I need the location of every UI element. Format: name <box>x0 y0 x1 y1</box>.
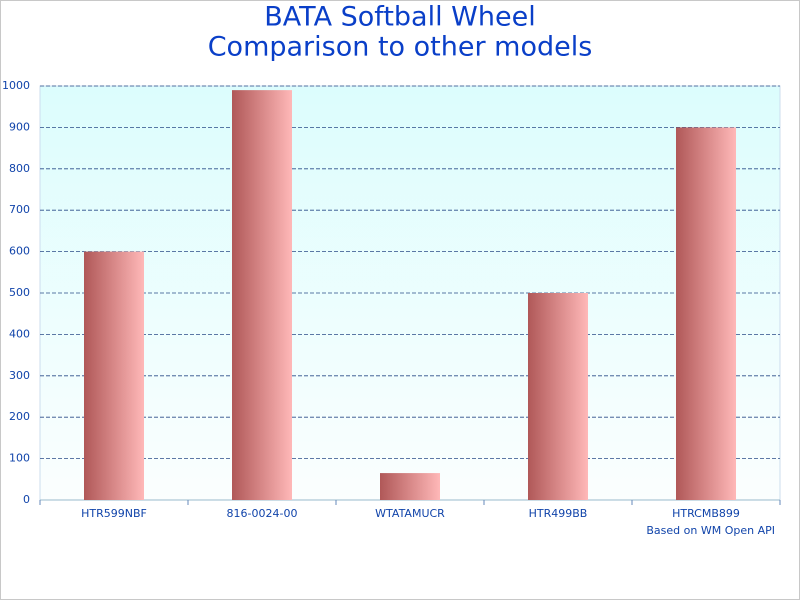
y-tick-label: 400 <box>9 327 30 340</box>
y-tick-label: 500 <box>9 286 30 299</box>
x-tick-label: HTR499BB <box>529 507 588 520</box>
chart-subtitle: Comparison to other models <box>208 32 593 63</box>
y-tick-label: 1000 <box>2 79 30 92</box>
y-tick-label: 600 <box>9 245 30 258</box>
x-tick-label: HTRCMB899 <box>672 507 740 520</box>
x-tick-label: WTATAMUCR <box>375 507 445 520</box>
y-tick-label: 300 <box>9 369 30 382</box>
bar <box>380 473 440 500</box>
x-tick-label: 816-0024-00 <box>227 507 298 520</box>
bar <box>676 127 736 501</box>
bar <box>528 293 588 500</box>
x-tick-label: HTR599NBF <box>81 507 147 520</box>
y-tick-label: 0 <box>23 493 30 506</box>
y-tick-label: 200 <box>9 410 30 423</box>
plot: 0 100 200 300 400 500 600 700 800 900 1000 HTR599NB… <box>2 79 781 520</box>
y-tick-label: 800 <box>9 162 30 175</box>
chart-title: BATA Softball Wheel <box>264 2 535 33</box>
y-tick-label: 100 <box>9 452 30 465</box>
bar <box>232 90 292 500</box>
y-tick-label: 900 <box>9 120 30 133</box>
y-tick-label: 700 <box>9 203 30 216</box>
bar <box>84 251 144 500</box>
footnote: Based on WM Open API <box>646 524 775 537</box>
